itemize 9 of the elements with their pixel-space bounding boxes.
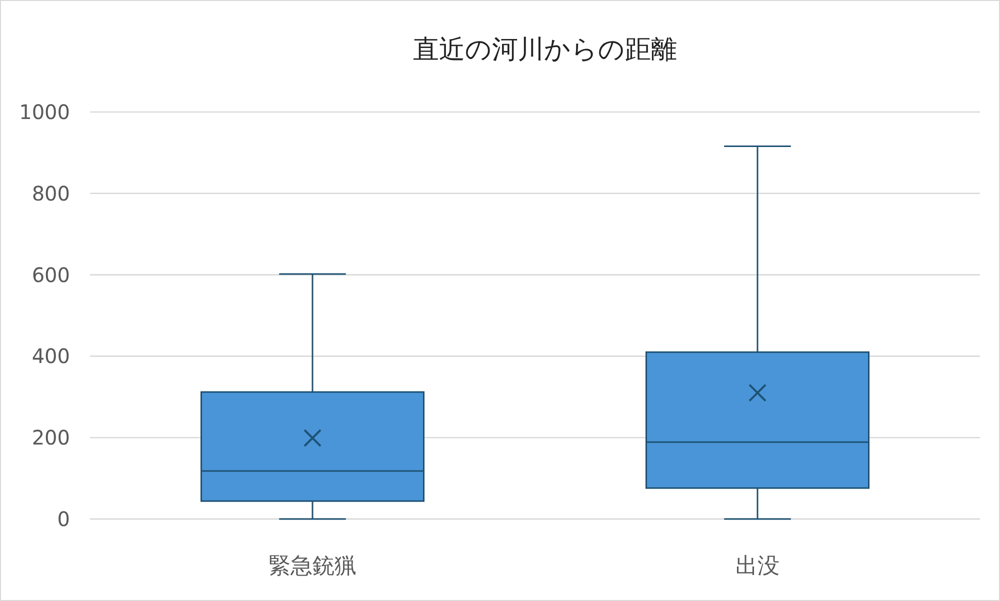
y-tick-label: 600: [32, 262, 70, 287]
y-tick-label: 0: [57, 507, 70, 531]
y-tick-label: 200: [32, 426, 70, 450]
y-tick-label: 1000: [19, 100, 70, 124]
x-tick-label: 緊急銃猟: [268, 554, 356, 579]
chart-title: 直近の河川からの距離: [413, 35, 677, 65]
y-tick-label: 800: [32, 181, 70, 206]
y-tick-label: 400: [32, 344, 70, 368]
x-tick-label: 出没: [736, 554, 780, 579]
